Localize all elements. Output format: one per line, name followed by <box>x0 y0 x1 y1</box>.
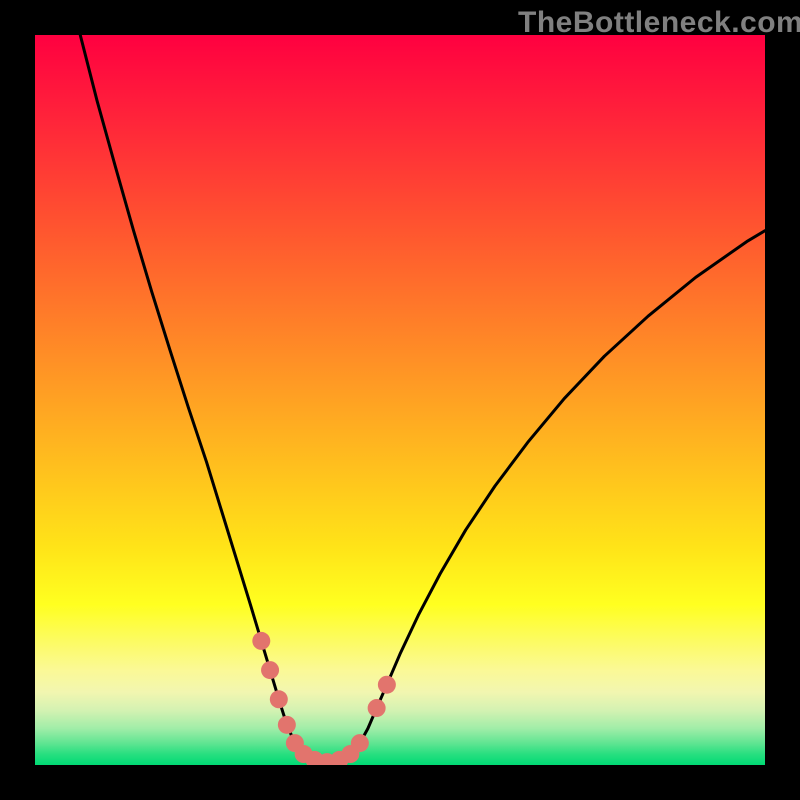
curve-marker <box>270 690 288 708</box>
chart-container: TheBottleneck.com <box>0 0 800 800</box>
curve-marker <box>351 734 369 752</box>
curve-marker <box>261 661 279 679</box>
curve-marker <box>378 676 396 694</box>
curve-marker <box>368 699 386 717</box>
curve-marker <box>252 632 270 650</box>
curve-marker <box>278 716 296 734</box>
watermark-label: TheBottleneck.com <box>518 6 800 40</box>
bottleneck-chart <box>35 35 765 765</box>
